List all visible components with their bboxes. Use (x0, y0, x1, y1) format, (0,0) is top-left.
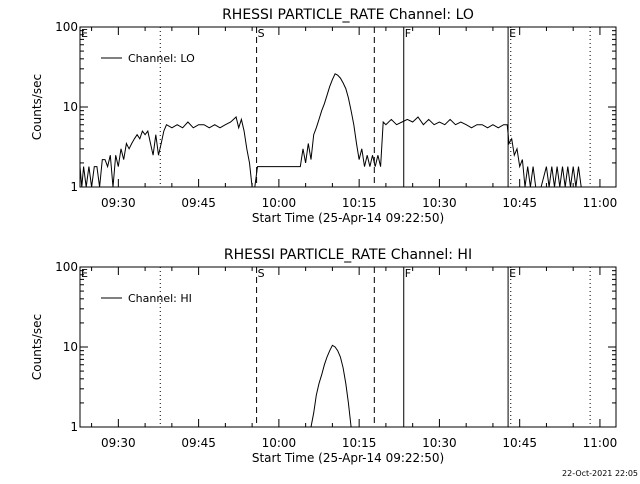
y-axis-label: Counts/sec (30, 314, 44, 380)
figure-footer-timestamp: 22-Oct-2021 22:05 (562, 469, 638, 478)
x-tick-label: 09:30 (101, 196, 136, 210)
y-tick-label: 100 (55, 20, 78, 34)
chart-title: RHESSI PARTICLE_RATE Channel: LO (222, 7, 474, 23)
x-axis-label: Start Time (25-Apr-14 09:22:50) (252, 451, 444, 465)
event-marker-label: F (405, 27, 411, 40)
x-tick-label: 11:00 (583, 436, 618, 450)
event-marker-label: S (258, 27, 265, 40)
x-tick-label: 10:15 (342, 436, 377, 450)
chart-title: RHESSI PARTICLE_RATE Channel: HI (224, 247, 472, 263)
x-tick-label: 09:45 (181, 436, 216, 450)
event-marker-label: E (81, 267, 88, 280)
x-tick-label: 10:30 (422, 436, 457, 450)
y-tick-label: 100 (55, 260, 78, 274)
x-tick-label: 10:00 (262, 436, 297, 450)
x-tick-label: 10:45 (502, 196, 537, 210)
event-marker-label: E (509, 267, 516, 280)
x-tick-label: 10:15 (342, 196, 377, 210)
y-tick-label: 1 (70, 180, 78, 194)
event-marker-label: E (81, 27, 88, 40)
event-marker-label: E (509, 27, 516, 40)
y-tick-label: 10 (63, 100, 78, 114)
y-axis-label: Counts/sec (30, 74, 44, 140)
legend-label: Channel: LO (128, 52, 195, 65)
x-tick-label: 10:45 (502, 436, 537, 450)
series-line (310, 344, 352, 428)
event-marker-label: S (258, 267, 265, 280)
legend-label: Channel: HI (128, 292, 192, 305)
x-axis-label: Start Time (25-Apr-14 09:22:50) (252, 211, 444, 225)
x-tick-label: 10:30 (422, 196, 457, 210)
event-marker-label: F (405, 267, 411, 280)
x-tick-label: 09:30 (101, 436, 136, 450)
x-tick-label: 10:00 (262, 196, 297, 210)
x-tick-label: 11:00 (583, 196, 618, 210)
series-line (79, 73, 582, 188)
y-tick-label: 10 (63, 340, 78, 354)
y-tick-label: 1 (70, 420, 78, 434)
x-tick-label: 09:45 (181, 196, 216, 210)
